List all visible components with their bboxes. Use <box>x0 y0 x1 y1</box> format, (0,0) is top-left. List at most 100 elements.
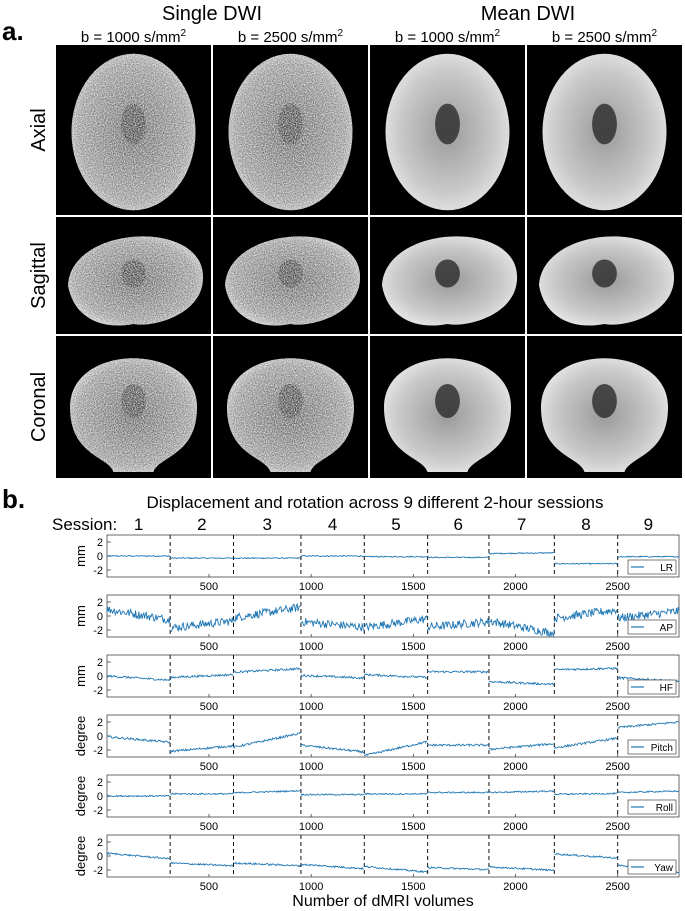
row-label: Sagittal <box>28 242 50 309</box>
motion-subplot: 2 0 -2 500 1000 1500 2000 2500 degree Roll <box>73 774 680 833</box>
legend-label: Roll <box>656 803 673 814</box>
column-header-sup: 2 <box>181 28 187 39</box>
motion-series-line <box>106 666 680 686</box>
x-tick-label: 1000 <box>299 881 323 893</box>
motion-subplot: 2 0 -2 500 1000 1500 2000 2500 mm AP <box>73 594 680 653</box>
y-axis-label: degree <box>73 836 88 876</box>
x-tick-label: 1000 <box>299 821 323 833</box>
x-tick-label: 500 <box>200 761 218 773</box>
x-tick-label: 1500 <box>401 881 425 893</box>
legend-label: LR <box>660 563 673 574</box>
legend-box <box>627 799 677 815</box>
x-tick-label: 1000 <box>299 641 323 653</box>
x-tick-label: 500 <box>200 701 218 713</box>
brain-image <box>56 45 211 215</box>
noise-texture <box>225 236 361 326</box>
x-axis-label: Number of dMRI volumes <box>292 893 473 910</box>
x-tick-label: 1000 <box>299 761 323 773</box>
panel-a-label: a. <box>2 16 24 46</box>
legend-label: HF <box>660 683 673 694</box>
motion-series-line <box>106 721 680 757</box>
y-axis-label: mm <box>73 605 88 627</box>
noise-texture <box>68 236 204 326</box>
noise-texture <box>227 358 354 472</box>
y-tick-label: -2 <box>93 685 103 697</box>
plot-frame <box>106 714 680 758</box>
column-header-sup: 2 <box>338 28 344 39</box>
brain-image <box>370 45 525 215</box>
column-header: b = 1000 s/mm2 <box>395 28 501 46</box>
ventricle <box>435 383 460 419</box>
brain-image <box>56 217 211 334</box>
x-tick-label: 500 <box>200 581 218 593</box>
brain-image <box>56 336 211 478</box>
session-numbers: 1 2 3 4 5 6 7 8 9 <box>134 515 653 534</box>
motion-subplot: 2 0 -2 500 1000 1500 2000 2500 mm LR <box>73 534 680 593</box>
y-tick-label: 0 <box>97 611 103 623</box>
legend-box <box>627 679 677 695</box>
x-tick-label: 2000 <box>503 761 527 773</box>
y-axis-label: mm <box>73 665 88 687</box>
ventricle <box>592 259 617 288</box>
brain-image <box>527 45 682 215</box>
ventricle <box>435 259 460 288</box>
y-tick-label: 2 <box>97 717 103 729</box>
motion-subplot: 2 0 -2 500 1000 1500 2000 2500 degree Pitch <box>73 714 680 773</box>
column-header-sup: 2 <box>652 28 658 39</box>
column-header: b = 1000 s/mm2 <box>81 28 187 46</box>
brain-image <box>527 217 682 334</box>
row-label: Axial <box>28 108 50 151</box>
legend-label: Pitch <box>651 743 673 754</box>
x-tick-label: 2000 <box>503 821 527 833</box>
session-number: 1 <box>134 515 143 534</box>
ventricle <box>592 103 617 145</box>
row-label: Coronal <box>28 372 50 442</box>
motion-series-line <box>106 789 680 798</box>
y-axis-label: degree <box>73 776 88 816</box>
legend-box <box>627 859 677 875</box>
session-number: 9 <box>644 515 653 534</box>
panel-b-title: Displacement and rotation across 9 diffe… <box>146 493 603 512</box>
row-labels: Axial Sagittal Coronal <box>28 108 50 442</box>
x-tick-label: 2000 <box>503 881 527 893</box>
x-tick-label: 2000 <box>503 581 527 593</box>
column-header: b = 2500 s/mm2 <box>238 28 344 46</box>
x-tick-label: 1500 <box>401 761 425 773</box>
y-tick-label: -2 <box>93 625 103 637</box>
motion-subplot: 2 0 -2 500 1000 1500 2000 2500 degree Yaw <box>73 834 680 893</box>
y-tick-label: -2 <box>93 805 103 817</box>
y-tick-label: 2 <box>97 777 103 789</box>
panel-b-label: b. <box>2 484 25 514</box>
legend-label: Yaw <box>654 863 673 874</box>
y-axis-label: mm <box>73 545 88 567</box>
plot-frame <box>106 594 680 638</box>
session-number: 8 <box>581 515 590 534</box>
x-tick-label: 2500 <box>605 761 629 773</box>
column-header: b = 2500 s/mm2 <box>552 28 658 46</box>
x-tick-label: 500 <box>200 821 218 833</box>
brain-image <box>213 336 368 478</box>
motion-subplot: 2 0 -2 500 1000 1500 2000 2500 mm HF <box>73 654 680 713</box>
legend-box <box>627 739 677 755</box>
motion-series-line <box>106 551 680 565</box>
legend-box <box>627 559 677 575</box>
group-header-single: Single DWI <box>162 3 262 25</box>
y-axis-label: degree <box>73 716 88 756</box>
x-tick-label: 2500 <box>605 581 629 593</box>
y-tick-label: 0 <box>97 671 103 683</box>
x-tick-label: 2500 <box>605 701 629 713</box>
y-tick-label: 0 <box>97 551 103 563</box>
plot-frame <box>106 534 680 578</box>
x-tick-label: 500 <box>200 641 218 653</box>
brain-image <box>527 336 682 478</box>
y-tick-label: 0 <box>97 791 103 803</box>
y-tick-label: 2 <box>97 657 103 669</box>
group-header-mean: Mean DWI <box>481 3 575 25</box>
noise-texture <box>228 53 353 211</box>
y-tick-label: -2 <box>93 865 103 877</box>
brain-image <box>213 217 368 334</box>
x-tick-label: 1500 <box>401 581 425 593</box>
y-tick-label: -2 <box>93 565 103 577</box>
